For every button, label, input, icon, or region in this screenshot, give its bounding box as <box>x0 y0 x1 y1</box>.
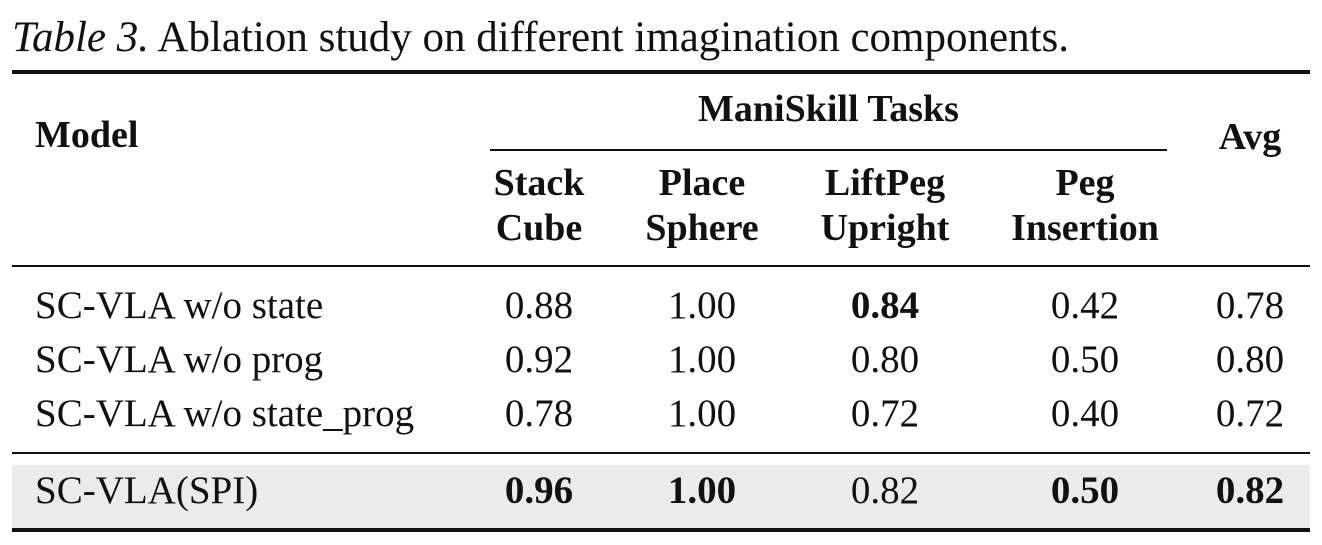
header-stack-cube: Stack Cube <box>480 161 598 251</box>
table-cell: 0.82 <box>1215 469 1285 512</box>
header-line: Sphere <box>645 207 759 249</box>
header-maniskill-tasks: ManiSkill Tasks <box>698 88 959 130</box>
row-model-name: SC-VLA(SPI) <box>35 469 259 512</box>
table-cell: 1.00 <box>667 284 737 327</box>
table-cell: 0.72 <box>1215 392 1285 435</box>
table-cell: 0.78 <box>1215 284 1285 327</box>
table-cell: 0.82 <box>850 469 920 512</box>
mid-rule <box>12 452 1310 454</box>
table-cell: 0.40 <box>1050 392 1120 435</box>
bottom-rule <box>12 528 1310 532</box>
highlighted-row-background <box>12 465 1310 528</box>
header-peg-insertion: Peg Insertion <box>995 161 1175 251</box>
header-place-sphere: Place Sphere <box>630 161 774 251</box>
table-cell: 0.96 <box>504 469 574 512</box>
header-avg: Avg <box>1218 116 1282 158</box>
header-rule <box>12 265 1310 267</box>
caption-text: Ablation study on different imagination … <box>157 14 1069 61</box>
table-cell: 0.88 <box>504 284 574 327</box>
caption-label: Table 3. <box>12 14 149 61</box>
table-cell: 1.00 <box>667 469 737 512</box>
table-cell: 0.42 <box>1050 284 1120 327</box>
table-cell: 0.84 <box>850 284 920 327</box>
row-model-name: SC-VLA w/o prog <box>35 338 324 381</box>
table-cell: 0.72 <box>850 392 920 435</box>
header-line: Peg <box>1055 162 1115 204</box>
table-cell: 1.00 <box>667 338 737 381</box>
header-line: LiftPeg <box>824 162 946 204</box>
header-line: Cube <box>495 207 583 249</box>
table-cell: 0.80 <box>1215 338 1285 381</box>
table-cell: 0.80 <box>850 338 920 381</box>
row-model-name: SC-VLA w/o state <box>35 284 324 327</box>
table-cell: 0.50 <box>1050 338 1120 381</box>
header-line: Place <box>658 162 746 204</box>
header-line: Stack <box>493 162 585 204</box>
group-underline <box>490 149 1167 151</box>
table-cell: 0.78 <box>504 392 574 435</box>
table-cell: 0.92 <box>504 338 574 381</box>
header-model: Model <box>35 114 139 156</box>
header-liftpeg-upright: LiftPeg Upright <box>805 161 965 251</box>
top-rule <box>12 70 1310 74</box>
header-line: Insertion <box>1011 207 1159 249</box>
table-cell: 1.00 <box>667 392 737 435</box>
row-model-name: SC-VLA w/o state_prog <box>35 392 415 435</box>
header-line: Upright <box>820 207 950 249</box>
table-caption: Table 3. Ablation study on different ima… <box>12 10 1069 66</box>
table-cell: 0.50 <box>1050 469 1120 512</box>
